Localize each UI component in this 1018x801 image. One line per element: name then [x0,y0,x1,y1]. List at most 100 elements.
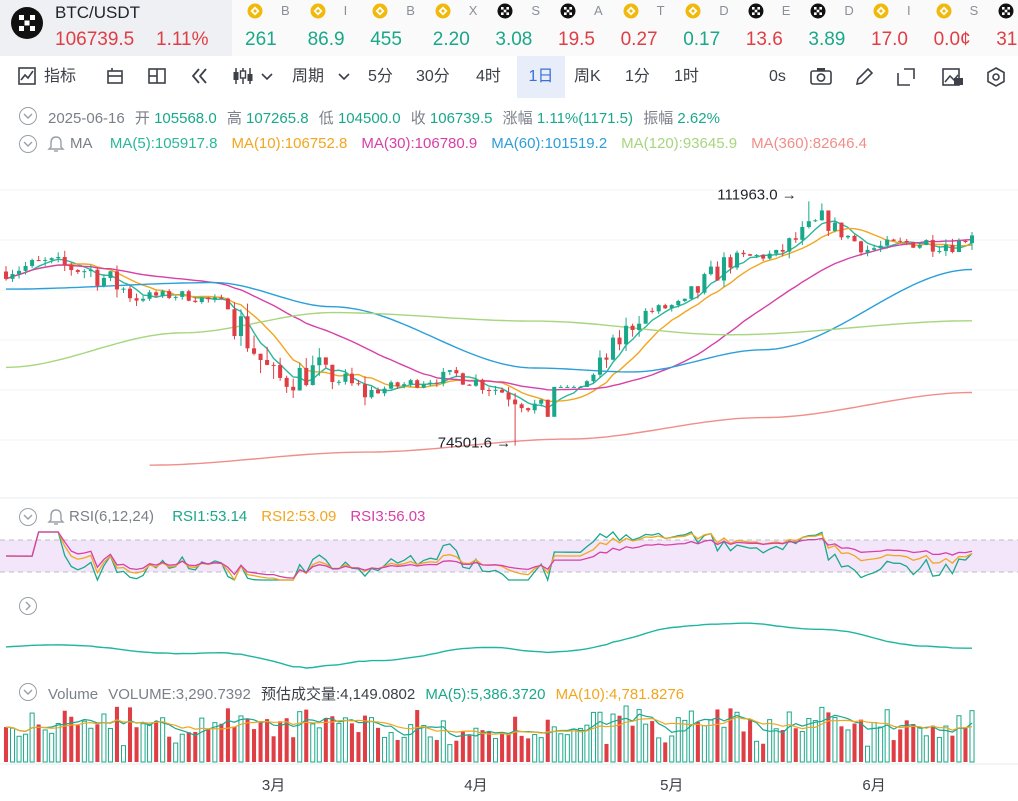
close-label: 收 [410,110,426,127]
panel-split-icon[interactable] [148,67,166,85]
indicator-chart-icon[interactable] [18,67,36,85]
interval-1h[interactable]: 1时 [674,68,699,85]
collapse-toggle[interactable] [19,107,37,125]
ticker-item[interactable]: I 17.0 [859,0,921,56]
volume-bar [715,709,720,762]
volume-bar [36,724,41,762]
volume-title: Volume [48,686,99,703]
candle-body [774,249,779,254]
candle-body [506,392,511,400]
volume-bar [956,715,962,763]
rewind-icon[interactable] [190,67,210,85]
okx-icon [497,3,513,19]
chevron-down-icon [23,689,33,695]
interval-5m[interactable]: 5分 [368,68,393,85]
candle-body [114,271,119,290]
volume-bar [708,719,714,763]
volume-bar [878,726,884,763]
ticker-item[interactable]: 31 [984,0,1018,56]
volume-bar [832,717,838,763]
volume-bar [480,730,485,762]
candle-body [180,291,185,297]
volume-bar [773,728,779,763]
candle-body [336,381,341,383]
high-label: 高 [226,110,242,127]
rsi-collapse-toggle[interactable] [19,508,37,526]
ticker-item[interactable]: D 3.89 [796,0,858,56]
ticker-item[interactable]: S 3.08 [483,0,545,56]
candle-body [943,244,948,252]
volume-collapse-toggle[interactable] [19,683,37,701]
candle-body [813,220,818,222]
ticker-item[interactable]: E 13.6 [734,0,796,56]
candle-body [728,257,733,268]
candle-body [715,266,720,281]
volume-bar [278,721,283,762]
ticker-item[interactable]: B 261 [233,0,295,56]
ticker-item[interactable]: A 19.5 [546,0,608,56]
image-export-icon[interactable] [942,67,964,87]
interval-4h[interactable]: 4时 [476,68,501,85]
ticker-change: 17.0 [871,29,908,50]
last-price: 106739.5 [55,29,135,50]
interval-1d[interactable]: 1日 [517,56,565,98]
candle-body [297,367,302,391]
candle-body [252,348,257,354]
fullscreen-icon[interactable] [896,67,916,87]
sub-indicator-expand-toggle[interactable] [19,597,37,615]
volume-bar [917,727,923,763]
ticker-item[interactable]: B 455 [358,0,420,56]
chevron-down-icon[interactable] [261,72,273,82]
interval-30m[interactable]: 30分 [416,68,450,85]
seconds-toggle[interactable]: 0s [769,68,786,85]
chevron-down-icon[interactable] [338,72,350,82]
layout-icon[interactable] [106,67,124,85]
volume-bar [114,706,119,762]
rsi-legend: RSI(6,12,24) RSI1:53.14 RSI2:53.09 RSI3:56… [69,508,425,525]
ticker-item[interactable]: D 0.17 [671,0,733,56]
candle-body [584,381,589,387]
period-dropdown[interactable]: 周期 [292,68,325,85]
ticker-symbol: I [907,3,911,18]
volume-bar [388,732,394,763]
settings-gear-icon[interactable] [986,67,1006,87]
candle-body [741,252,746,255]
candle-body [304,367,309,386]
ticker-item[interactable]: X 2.20 [421,0,483,56]
alert-bell-icon[interactable] [47,508,65,526]
high-value: 107265.8 [246,110,309,127]
ma-collapse-toggle[interactable] [19,135,37,153]
candle-body [826,210,831,231]
ticker-item[interactable]: S 0.0¢ [922,0,984,56]
candle-body [917,244,922,248]
volume-bar [81,720,87,763]
bnb-icon [936,3,952,19]
ticker-item[interactable]: I 86.9 [296,0,358,56]
chevron-down-icon [23,514,33,520]
candle-body [539,399,544,404]
candle-body [526,408,531,411]
price-chart[interactable]: 111963.0 → 74501.6 → 3月 4月 5月 6月 [0,98,1018,801]
ma-legend-item: MA(10):106752.8 [231,135,348,152]
camera-icon[interactable] [810,67,832,85]
alert-bell-icon[interactable] [47,135,65,153]
interval-weekly[interactable]: 周K [574,68,601,85]
indicator-button[interactable]: 指标 [44,68,77,85]
interval-1m[interactable]: 1分 [625,68,650,85]
volume-bar [623,705,629,763]
candle-body [467,384,472,386]
volume-bar [564,734,570,763]
ma-legend-item: MA(120):93645.9 [621,135,738,152]
okx-icon [560,3,576,19]
volume-bar [154,721,159,762]
volume-bar [23,733,29,763]
volume-bar [330,716,335,762]
candle-style-icon[interactable] [232,67,254,85]
ticker-item[interactable]: T 0.27 [609,0,671,56]
chart-toolbar: 指标 周期 5分 30分 4时 1日 周K 1分 1时 0s [0,56,1018,98]
volume-bar [799,731,805,763]
volume-bar [551,726,557,763]
draw-pencil-icon[interactable] [854,67,874,87]
low-price-label: 74501.6 → [438,435,511,452]
main-ticker[interactable]: BTC/USDT 106739.5 1.11% [0,0,232,56]
